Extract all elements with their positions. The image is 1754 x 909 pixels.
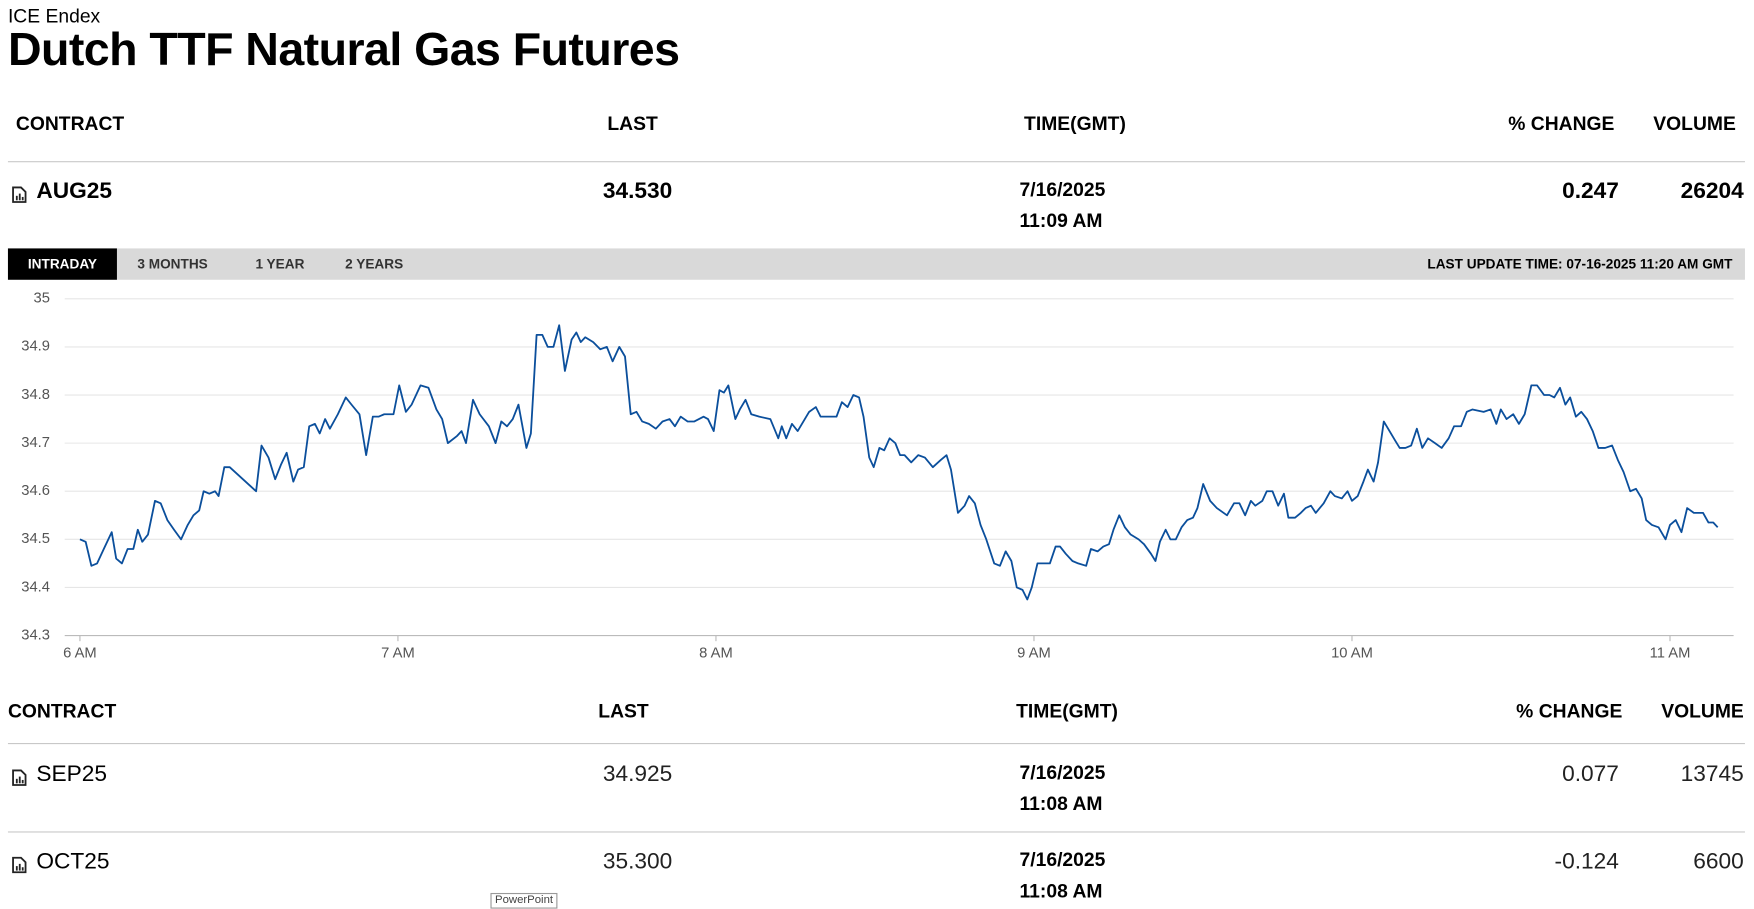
column-header: TIME(GMT) (1016, 700, 1118, 722)
divider (7, 831, 1745, 833)
tab[interactable]: INTRADAY (7, 248, 117, 280)
trade-date: 7/16/2025 (1019, 849, 1106, 871)
x-tick-label: 11 AM (1650, 645, 1691, 661)
contract-link[interactable]: AUG25 (36, 179, 113, 204)
tab[interactable]: 1 YEAR (255, 256, 305, 272)
contract-link[interactable]: SEP25 (36, 762, 108, 787)
column-header: LAST (598, 700, 649, 722)
tooltip: PowerPoint (490, 892, 558, 909)
trade-date: 7/16/2025 (1019, 762, 1106, 784)
column-header: % CHANGE (1508, 113, 1615, 135)
column-header: VOLUME (1653, 113, 1736, 135)
x-tick-label: 6 AM (63, 645, 97, 661)
x-tick-label: 8 AM (699, 645, 733, 661)
last-price: 35.300 (602, 849, 673, 874)
last-price: 34.925 (602, 762, 673, 787)
contract-link[interactable]: OCT25 (36, 849, 110, 874)
percent-change: 0.247 (1562, 179, 1619, 204)
column-header: % CHANGE (1516, 700, 1623, 722)
tab[interactable]: 3 MONTHS (137, 256, 208, 272)
trade-date: 7/16/2025 (1019, 179, 1106, 201)
percent-change: 0.077 (1562, 762, 1619, 787)
y-tick-label: 35 (34, 291, 50, 307)
percent-change: -0.124 (1554, 849, 1619, 874)
page-title: Dutch TTF Natural Gas Futures (7, 23, 680, 75)
chart-icon[interactable] (11, 856, 27, 874)
volume: 26204 (1680, 179, 1744, 204)
x-tick-label: 9 AM (1017, 645, 1051, 661)
chart-icon[interactable] (11, 769, 27, 787)
y-tick-label: 34.4 (21, 579, 50, 595)
column-header: TIME(GMT) (1024, 113, 1126, 135)
column-header: CONTRACT (15, 113, 125, 135)
trade-time: 11:08 AM (1019, 793, 1103, 815)
x-tick-label: 7 AM (381, 645, 415, 661)
y-tick-label: 34.8 (21, 387, 50, 403)
y-tick-label: 34.9 (21, 339, 50, 355)
divider (7, 161, 1745, 163)
chart-icon[interactable] (11, 186, 27, 204)
column-header: CONTRACT (7, 700, 117, 722)
volume: 13745 (1680, 762, 1744, 787)
trade-time: 11:08 AM (1019, 880, 1103, 902)
volume: 6600 (1693, 849, 1744, 874)
y-tick-label: 34.5 (21, 531, 50, 547)
last-update: LAST UPDATE TIME: 07-16-2025 11:20 AM GM… (1427, 256, 1733, 272)
last-price: 34.530 (602, 179, 673, 204)
tab[interactable]: 2 YEARS (345, 256, 404, 272)
tab-bar (7, 248, 1745, 280)
price-line (79, 324, 1719, 601)
y-tick-label: 34.3 (21, 628, 50, 644)
x-tick-label: 10 AM (1331, 645, 1373, 661)
column-header: LAST (607, 113, 658, 135)
source: ICE Endex (7, 5, 101, 27)
trade-time: 11:09 AM (1019, 210, 1103, 232)
y-tick-label: 34.6 (21, 483, 50, 499)
y-tick-label: 34.7 (21, 435, 50, 451)
divider (7, 743, 1745, 745)
column-header: VOLUME (1661, 700, 1744, 722)
